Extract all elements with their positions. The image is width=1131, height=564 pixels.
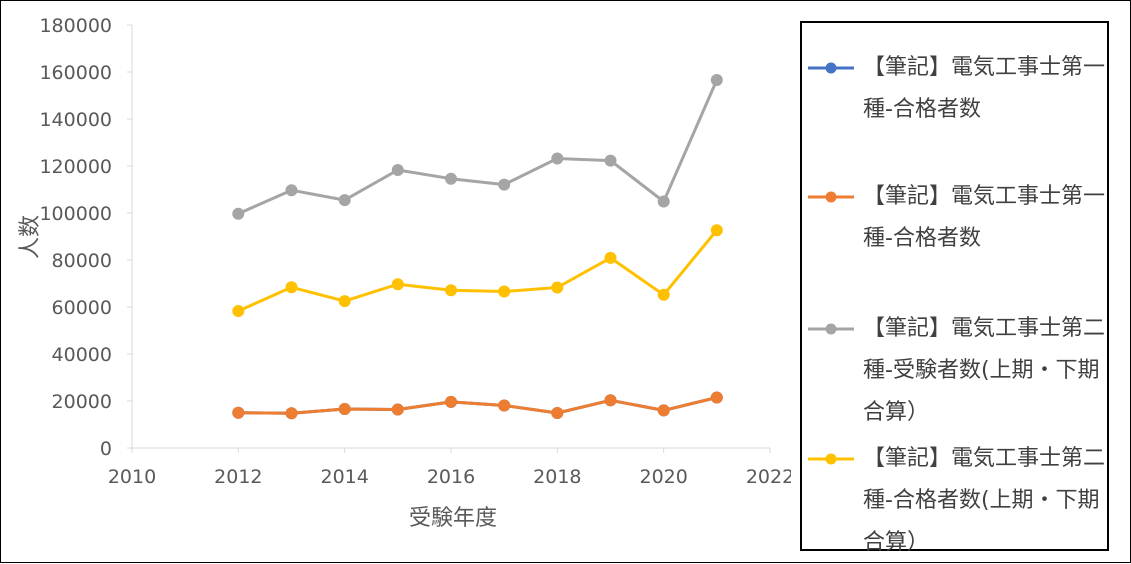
data-point	[232, 406, 245, 419]
legend-swatch	[808, 453, 854, 465]
data-point	[551, 152, 564, 165]
legend-swatch	[808, 323, 854, 335]
chart-plot: 0 20000 40000 60000 80000 100000 120000 140000 1…	[18, 15, 791, 531]
data-point	[285, 184, 298, 197]
data-point	[232, 207, 245, 220]
legend-label: 【筆記】電気工事士第二種-合格者数(上期・下期合算）	[863, 446, 1106, 555]
x-tick-label: 2020	[639, 466, 687, 488]
data-point	[657, 288, 670, 301]
y-tick-label: 100000	[39, 203, 112, 225]
data-point	[285, 281, 298, 294]
data-point	[498, 285, 511, 298]
data-point	[338, 194, 351, 207]
y-tick-label: 80000	[52, 250, 112, 272]
data-point	[445, 172, 457, 185]
legend-swatch	[808, 191, 854, 203]
legend-swatch-marker	[825, 453, 837, 465]
series-2	[232, 391, 723, 420]
data-point	[391, 164, 404, 176]
legend-swatch-marker	[825, 62, 837, 74]
data-point	[710, 391, 723, 404]
x-axis-label: 受験年度	[409, 506, 497, 531]
data-point	[498, 178, 511, 191]
data-point	[445, 395, 457, 408]
series-layer	[232, 74, 723, 420]
y-tick-label: 60000	[52, 297, 112, 319]
x-tick-label: 2012	[214, 466, 262, 488]
x-tick-label: 2010	[108, 466, 156, 488]
legend-swatch	[808, 62, 854, 74]
series-3	[232, 74, 723, 220]
y-tick-label: 0	[100, 438, 112, 460]
data-point	[285, 407, 298, 420]
x-tick-label: 2022	[746, 466, 791, 488]
x-tick-label: 2014	[320, 466, 368, 488]
x-tick-label: 2018	[533, 466, 581, 488]
series-line	[237, 229, 718, 313]
data-point	[657, 195, 670, 208]
y-tick-label: 20000	[52, 391, 112, 413]
data-point	[391, 278, 404, 291]
data-point	[710, 74, 723, 86]
data-point	[604, 394, 617, 407]
data-point	[338, 295, 351, 308]
data-point	[604, 251, 617, 264]
legend-label: 【筆記】電気工事士第一種-合格者数	[863, 55, 1106, 122]
x-tick-label: 2016	[427, 466, 475, 488]
y-tick-label: 180000	[39, 15, 112, 37]
series-4	[232, 224, 723, 317]
y-tick-label: 140000	[39, 109, 112, 131]
data-point	[338, 403, 351, 415]
legend-label: 【筆記】電気工事士第一種-合格者数	[863, 184, 1106, 251]
data-point	[604, 154, 617, 167]
data-point	[232, 305, 245, 317]
data-point	[445, 284, 457, 297]
data-point	[551, 407, 564, 419]
series-1	[232, 391, 723, 420]
data-point	[710, 224, 723, 237]
legend-swatch-marker	[825, 323, 837, 335]
data-point	[391, 403, 404, 416]
y-axis-label: 人数	[18, 215, 43, 259]
data-point	[657, 404, 670, 417]
y-tick-label: 120000	[39, 156, 112, 178]
data-point	[551, 281, 564, 294]
legend: 【筆記】電気工事士第一種-合格者数 【筆記】電気工事士第一種-合格者数【筆記】電気…	[800, 21, 1109, 555]
legend-label: 【筆記】電気工事士第二種-受験者数(上期・下期合算）	[863, 316, 1106, 425]
y-tick-label: 40000	[52, 344, 112, 366]
data-point	[498, 399, 511, 412]
series-line	[238, 396, 718, 415]
legend-swatch-marker	[825, 191, 837, 203]
y-tick-label: 160000	[39, 62, 112, 84]
series-line	[237, 79, 719, 216]
axes: 0 20000 40000 60000 80000 100000 120000 140000 1…	[39, 15, 791, 488]
